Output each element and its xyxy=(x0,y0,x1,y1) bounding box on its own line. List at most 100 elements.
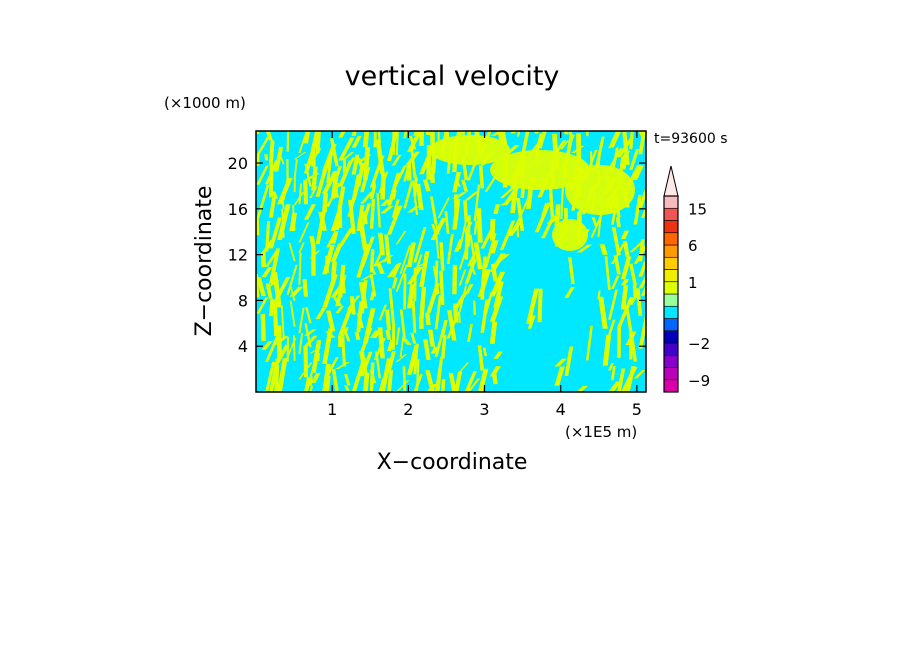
x-tick-label: 5 xyxy=(632,400,642,419)
field-streak xyxy=(454,194,459,220)
field-streak xyxy=(624,304,633,332)
field-streak xyxy=(439,242,445,271)
field-streak xyxy=(453,303,459,323)
colorbar-label: 15 xyxy=(688,200,707,218)
field-streak xyxy=(527,315,536,329)
field-streak xyxy=(430,346,439,354)
field-streak xyxy=(399,336,405,358)
field-streak xyxy=(576,244,593,253)
field-streak xyxy=(325,255,330,273)
field-streak xyxy=(292,205,296,231)
field-streak xyxy=(415,254,423,269)
field-streak xyxy=(356,204,365,231)
y-tick-label: 16 xyxy=(228,200,248,219)
field-streak xyxy=(378,304,387,321)
field-streak xyxy=(302,279,309,297)
x-tick-label: 4 xyxy=(556,400,566,419)
field-streak xyxy=(638,239,645,262)
field-streak xyxy=(278,152,285,165)
field-streak xyxy=(537,131,547,149)
field-streak xyxy=(439,270,445,306)
y-axis-title: Z−coordinate xyxy=(192,186,217,337)
field-streak xyxy=(463,200,469,223)
field-streak xyxy=(385,330,392,340)
field-streak xyxy=(635,288,643,316)
field-streak xyxy=(311,166,318,191)
field-streak xyxy=(289,286,296,301)
field-streak xyxy=(407,242,416,267)
field-streak xyxy=(473,242,483,270)
field-streak xyxy=(489,240,499,254)
field-streak xyxy=(598,296,608,329)
field-streak xyxy=(441,334,447,359)
field-streak xyxy=(455,180,461,187)
field-streak xyxy=(412,170,419,181)
field-streak xyxy=(464,371,477,392)
field-streak xyxy=(342,158,346,174)
y-tick-label: 8 xyxy=(238,291,248,310)
field-streak xyxy=(325,331,336,338)
field-streak xyxy=(434,329,445,357)
field-streak xyxy=(293,335,296,361)
field-streak xyxy=(377,327,385,359)
field-streak xyxy=(401,338,412,345)
field-streak xyxy=(608,289,618,320)
x-axis-title: X−coordinate xyxy=(377,450,528,475)
field-streak xyxy=(602,334,612,366)
field-streak xyxy=(458,285,468,312)
field-streak xyxy=(303,131,311,144)
colorbar-segment xyxy=(663,330,679,344)
field-streak xyxy=(293,178,296,193)
field-streak xyxy=(256,184,270,219)
field-streak xyxy=(432,265,440,294)
field-streak xyxy=(309,236,316,247)
field-streak xyxy=(322,328,333,364)
field-streak xyxy=(564,131,569,135)
field-streak xyxy=(617,368,626,392)
field-streak xyxy=(461,179,469,192)
field-streak xyxy=(391,262,402,278)
field-streak xyxy=(298,252,302,285)
field-streak xyxy=(256,131,260,134)
field-streak xyxy=(476,208,483,243)
field-streak xyxy=(425,313,431,326)
field-streak xyxy=(303,377,312,392)
field-streak xyxy=(286,131,290,152)
field-streak xyxy=(261,340,273,350)
field-streak xyxy=(429,173,436,183)
field-streak xyxy=(399,245,411,274)
field-streak xyxy=(359,282,368,309)
colorbar-label: −2 xyxy=(688,335,710,353)
colorbar-segment xyxy=(663,281,679,295)
field-streak xyxy=(484,175,498,192)
field-blob xyxy=(430,135,510,165)
field-streak xyxy=(430,218,447,240)
field-streak xyxy=(537,288,543,323)
field-streak xyxy=(499,220,516,251)
field-streak xyxy=(516,221,520,238)
field-streak xyxy=(276,325,282,359)
colorbar-segment xyxy=(663,220,679,234)
field-streak xyxy=(264,154,269,161)
field-streak xyxy=(419,131,425,146)
field-streak xyxy=(293,159,298,179)
field-streak xyxy=(391,131,396,155)
field-streak xyxy=(403,385,407,392)
field-streak xyxy=(431,224,438,235)
field-streak xyxy=(464,259,477,285)
y-tick-label: 4 xyxy=(238,337,248,356)
colorbar-frame xyxy=(663,195,679,393)
field-streak xyxy=(447,310,457,341)
field-streak xyxy=(322,244,335,275)
field-streak xyxy=(265,361,276,392)
field-streak xyxy=(458,311,461,323)
field-streak xyxy=(303,180,309,205)
field-streak xyxy=(427,329,436,347)
field-streak xyxy=(348,199,356,235)
field-streak xyxy=(369,330,379,339)
field-streak xyxy=(272,272,282,308)
colorbar-label: −9 xyxy=(688,372,710,390)
field-streak xyxy=(286,337,290,362)
field-streak xyxy=(489,271,506,297)
field-streak xyxy=(534,202,552,233)
